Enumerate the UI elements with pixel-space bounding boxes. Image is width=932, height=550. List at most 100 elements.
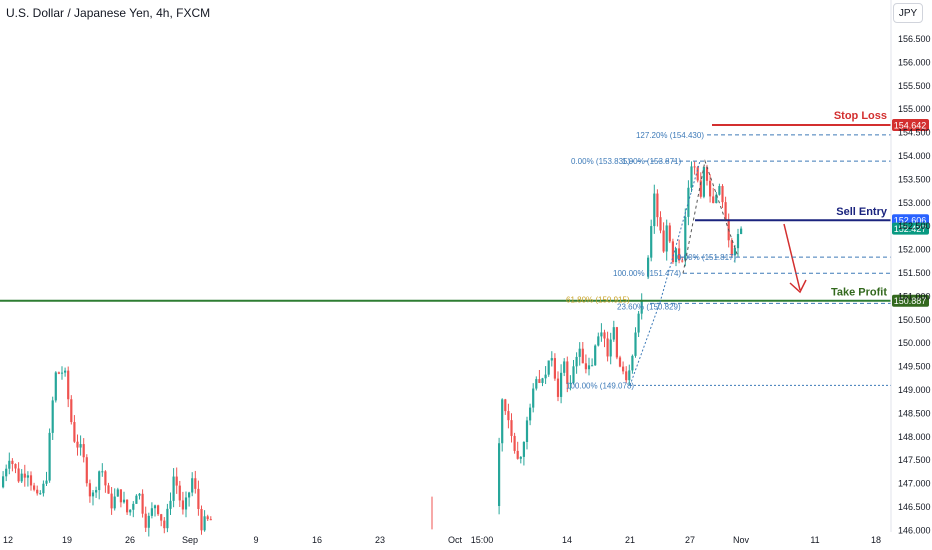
candle-body (693, 166, 696, 168)
fib-trend-line (629, 160, 701, 386)
candle-body (203, 516, 206, 531)
candle-body (650, 226, 653, 258)
candle-body (126, 499, 129, 513)
candle-body (169, 500, 172, 509)
candle-body (54, 372, 57, 401)
fib-label-100-mid: 100.00% (151.474) (613, 269, 681, 278)
candle-body (184, 497, 188, 510)
candle-body (91, 492, 95, 497)
candle-body (60, 372, 64, 374)
candle-body (597, 336, 600, 346)
candle-body (606, 338, 609, 357)
candle-body (653, 193, 656, 227)
candle-body (501, 399, 504, 444)
candle-body (535, 379, 538, 389)
candle-body (659, 217, 662, 231)
candle-body (609, 339, 612, 357)
candle-body (2, 476, 5, 488)
candle-body (20, 473, 23, 482)
candle-body (529, 407, 532, 421)
candle-body (498, 443, 501, 506)
y-tick-label: 153.500 (898, 174, 931, 184)
candle-body (705, 167, 709, 181)
candle-body (715, 194, 718, 204)
candle-body (73, 422, 76, 442)
candle-body (628, 370, 631, 381)
candle-body (702, 167, 705, 197)
fib-label-618: 61.80% (150.915) (566, 295, 630, 304)
candle-body (699, 180, 702, 197)
candle-body (23, 473, 26, 478)
candle-body (504, 399, 507, 412)
x-tick-label: 9 (253, 535, 258, 545)
candle-body (547, 360, 550, 375)
candle-body (209, 519, 212, 521)
last-price-label: 152.427 (894, 224, 927, 234)
candle-body (730, 240, 733, 256)
candle-body (157, 505, 160, 515)
candle-body (668, 225, 671, 242)
candle-body (612, 327, 615, 340)
candle-body (587, 365, 591, 370)
candle-body (132, 503, 135, 510)
candle-body (144, 513, 147, 528)
sell-entry-label: Sell Entry (836, 206, 888, 218)
y-tick-label: 148.000 (898, 432, 931, 442)
candle-body (104, 471, 107, 486)
candle-body (724, 202, 727, 221)
candle-body (513, 435, 516, 451)
candle-body (48, 432, 51, 481)
candle-body (696, 167, 699, 181)
chart-title: U.S. Dollar / Japanese Yen, 4h, FXCM (6, 6, 211, 20)
candle-body (36, 489, 39, 494)
candle-body (172, 476, 175, 501)
candle-body (603, 332, 606, 339)
candle-body (95, 490, 98, 493)
forecast-arrow-head (789, 279, 807, 294)
candle-body (622, 366, 625, 372)
candle-body (141, 493, 144, 514)
fib-trend-line-2 (682, 159, 739, 274)
x-tick-label: 27 (685, 535, 695, 545)
fib-label-236: 23.60% (150.829) (617, 302, 681, 311)
x-tick-label: 11 (810, 535, 819, 545)
candle-body (553, 358, 556, 379)
candle-body (563, 361, 566, 373)
candle-body (544, 374, 547, 379)
currency-button[interactable]: JPY (893, 3, 923, 23)
candle-body (718, 186, 721, 195)
x-tick-label: 19 (62, 535, 72, 545)
y-tick-label: 147.000 (898, 479, 931, 489)
candle-body (733, 248, 736, 256)
candle-body (618, 357, 622, 367)
candle-body (70, 399, 73, 423)
candle-body (584, 363, 587, 370)
candle-body (550, 358, 553, 361)
candle-body (79, 444, 82, 448)
price-axis: 156.500 156.000 155.500 155.000 154.500 154.0… (898, 34, 931, 535)
candle-body (175, 476, 178, 486)
y-tick-label: 152.000 (898, 245, 931, 255)
candle-body (33, 485, 36, 490)
candle-body (634, 332, 637, 356)
x-tick-label: 14 (562, 535, 572, 545)
candle-body (569, 382, 572, 384)
y-tick-label: 154.000 (898, 151, 931, 161)
y-tick-label: 148.500 (898, 408, 931, 418)
x-tick-label: 12 (3, 535, 13, 545)
time-axis: 12 19 26 Sep 9 16 23 Oct 15:00 14 21 27 Nov 11 18 (3, 535, 881, 545)
fib-layer: 127.20% (154.430) 0.00% (153.835)1.00% (1… (566, 131, 891, 390)
candle-body (17, 468, 20, 482)
candle-body (188, 492, 191, 498)
candle-body (510, 420, 513, 436)
candle-body (166, 508, 169, 529)
y-tick-label: 150.500 (898, 315, 931, 325)
y-tick-label: 153.000 (898, 198, 931, 208)
candle-body (566, 361, 569, 384)
y-tick-label: 146.000 (898, 525, 931, 535)
x-tick-label: Oct (448, 535, 463, 545)
candle-body (135, 495, 138, 504)
candle-body (647, 257, 650, 277)
candle-body (107, 485, 110, 494)
